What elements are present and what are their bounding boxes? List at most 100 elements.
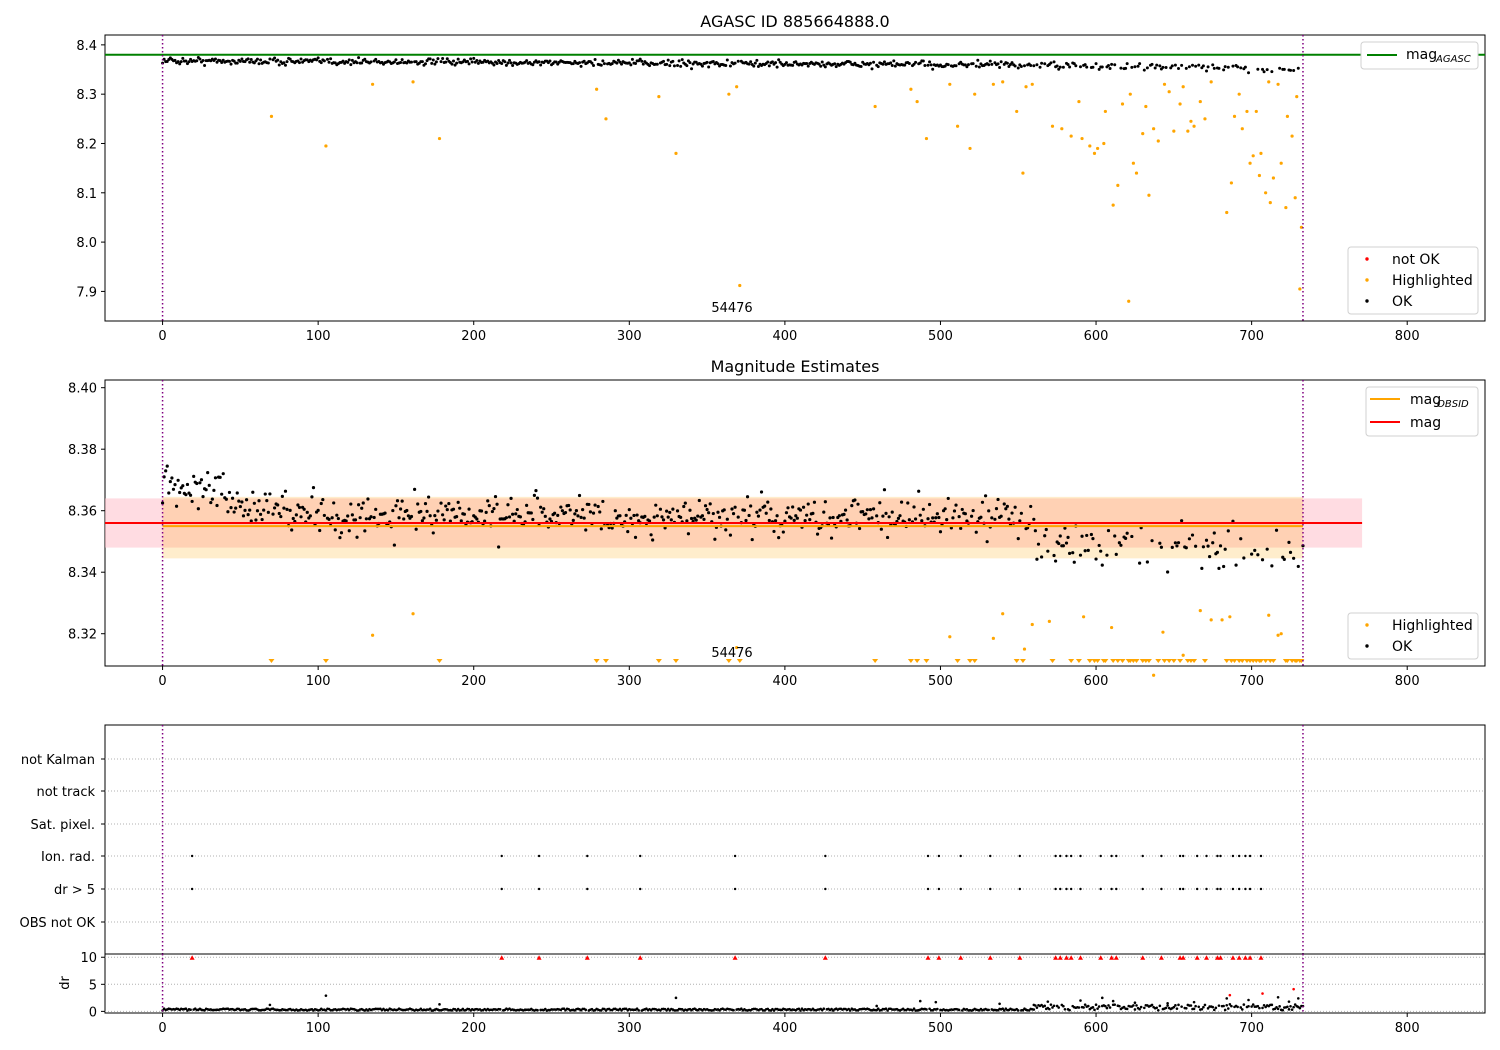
dr-ok-point	[1158, 1004, 1162, 1008]
ion-rad-flag-point	[1219, 854, 1222, 858]
ok-point	[316, 56, 320, 60]
ok-point	[255, 57, 259, 61]
dr-ok-point	[1135, 1004, 1138, 1007]
dr-ok-point	[1222, 1004, 1225, 1008]
dr-gt-5-flag-point	[1059, 887, 1062, 891]
ok-point	[1226, 529, 1230, 533]
ok-point	[613, 509, 617, 513]
dr-ok-point	[1251, 1003, 1255, 1006]
highlighted-point	[1092, 151, 1097, 155]
ok-point	[635, 513, 639, 517]
ok-point	[487, 504, 491, 508]
ok-point	[875, 514, 879, 518]
ok-point	[241, 514, 246, 518]
dr-clipped-marker	[1180, 955, 1186, 960]
ok-point	[1138, 62, 1142, 66]
ok-point	[467, 507, 471, 511]
ok-point	[475, 59, 479, 63]
ok-point	[1085, 65, 1089, 69]
ion-rad-flag-point	[586, 854, 589, 858]
ok-point	[1097, 67, 1101, 71]
flag-row-label: Sat. pixel.	[31, 818, 95, 833]
dr-ok-point	[1077, 1006, 1081, 1009]
dr-ok-point	[1290, 1008, 1294, 1011]
panel-agasc-legend-top: mag AGASC	[1360, 41, 1479, 70]
y-tick-label: 8.0	[76, 236, 97, 251]
dr-ok-point	[1062, 1004, 1065, 1008]
ok-point	[920, 519, 924, 523]
x-tick-label: 300	[617, 674, 642, 689]
ok-point	[1282, 557, 1286, 561]
ok-point	[1175, 544, 1179, 548]
ok-point	[988, 59, 992, 63]
panel-agasc-legend-bottom: not OK Highlighted OK	[1347, 246, 1479, 315]
ok-point	[1100, 563, 1104, 567]
ok-point	[665, 509, 669, 513]
legend-highlighted: Highlighted	[1392, 273, 1473, 289]
ok-point	[400, 499, 404, 503]
highlighted-offscale-marker	[1170, 659, 1177, 663]
legend-ok-2: OK	[1392, 639, 1413, 655]
ok-point	[525, 59, 529, 63]
ok-point	[801, 505, 806, 509]
dr-ok-point	[1105, 1006, 1109, 1010]
ok-point	[355, 61, 359, 65]
panel-magnitude-legend-top: mag OBSID mag	[1365, 386, 1479, 437]
ok-point	[160, 501, 165, 505]
ok-point	[1170, 64, 1174, 68]
ok-point	[744, 518, 748, 523]
dr-ok-point	[1226, 1007, 1230, 1010]
dr-gt-5-flag-point	[638, 887, 642, 891]
x-tick-label: 700	[1239, 329, 1264, 344]
ok-point	[808, 518, 812, 522]
flag-row-label: not Kalman	[21, 753, 95, 768]
ok-point	[599, 63, 603, 67]
ok-point	[848, 60, 852, 64]
ok-point	[1055, 64, 1059, 68]
dr-clipped-marker	[958, 955, 964, 960]
ok-point	[1043, 62, 1047, 66]
ok-point	[189, 57, 193, 61]
ok-point	[689, 516, 694, 521]
ok-point	[985, 540, 989, 544]
dr-ok-point	[1194, 1004, 1197, 1008]
ok-point	[476, 61, 480, 65]
ok-point	[1058, 534, 1062, 538]
highlighted-point	[370, 633, 375, 637]
ok-point	[1250, 552, 1254, 556]
ok-point	[954, 64, 958, 68]
ion-rad-flag-point	[1195, 854, 1199, 858]
ok-point	[339, 531, 344, 535]
ok-point	[1265, 547, 1269, 551]
ok-point	[1176, 541, 1181, 545]
highlighted-point	[1050, 124, 1055, 128]
ok-point	[927, 502, 932, 507]
highlighted-point	[1248, 161, 1252, 165]
y-tick-label: 7.9	[76, 285, 97, 300]
ok-point	[752, 64, 756, 68]
ok-point	[1040, 61, 1044, 65]
ok-point	[1177, 66, 1181, 70]
ok-point	[641, 62, 645, 66]
ok-point	[203, 64, 207, 68]
dr-ok-point	[1107, 1004, 1110, 1007]
ok-point	[1278, 66, 1282, 70]
ok-point	[249, 519, 253, 523]
x-tick-label: 400	[772, 674, 797, 689]
ok-point	[260, 517, 264, 522]
ok-point	[767, 64, 771, 68]
dr-gt-5-flag-point	[500, 887, 503, 891]
x-tick-label: 0	[158, 674, 166, 689]
ok-point	[959, 526, 963, 530]
highlighted-offscale-marker	[1155, 659, 1162, 663]
ok-point	[344, 519, 348, 523]
dr-gt-5-flag-point	[1216, 887, 1219, 891]
ok-point	[358, 516, 362, 520]
highlighted-point	[1293, 196, 1297, 200]
ok-point	[350, 513, 354, 517]
dr-outlier-point	[1032, 1003, 1036, 1007]
ok-point	[795, 516, 799, 520]
ok-point	[1119, 66, 1123, 70]
dr-ok-point	[1048, 1007, 1051, 1011]
ok-point	[655, 62, 659, 66]
